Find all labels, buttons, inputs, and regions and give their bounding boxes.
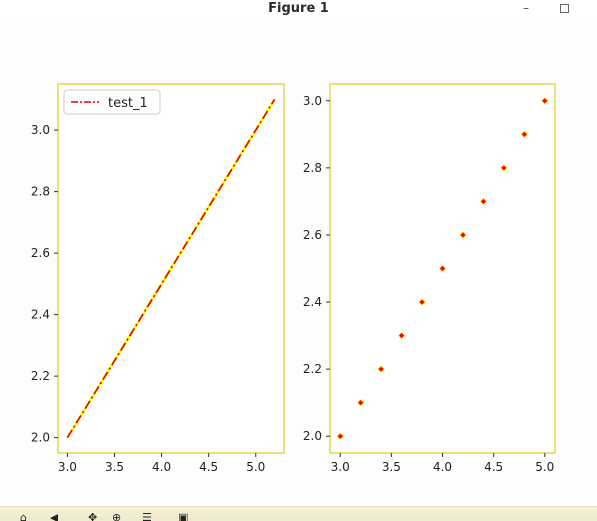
back-icon[interactable]: ◀ <box>50 513 59 521</box>
x-tick-label: 4.5 <box>199 460 218 474</box>
y-tick-label: 2.4 <box>303 295 322 309</box>
y-tick-label: 2.6 <box>303 228 322 242</box>
figure-canvas: 3.0 3.5 4.0 4.5 5.02.02.22.42.62.83.0test_13… <box>31 83 556 474</box>
y-tick-label: 2.8 <box>303 161 322 175</box>
zoom-icon[interactable]: ⊕ <box>112 513 122 521</box>
axes-1: 3.0 3.5 4.0 4.5 5.0 2.0 2.2 2.4 2.6 2.8 3.0 test_1 <box>31 83 285 474</box>
scatter-point <box>418 298 426 306</box>
scatter-point <box>479 197 488 206</box>
maximize-icon <box>559 4 569 13</box>
navigation-toolbar: ⌂ ◀ ✥ ⊕ ☰ ▣ <box>0 506 597 521</box>
scatter-point <box>520 130 529 139</box>
x-tick-label: 3.5 <box>382 460 401 474</box>
axes-2: 3.0 3.5 4.0 4.5 5.0 2.0 2.2 2.4 2.6 2.8 3.0 <box>303 83 556 474</box>
y-tick-label: 2.2 <box>303 362 322 376</box>
minimize-button[interactable]: – <box>518 1 534 16</box>
x-tick-label: 4.0 <box>152 460 171 474</box>
home-icon[interactable]: ⌂ <box>20 513 27 521</box>
x-tick-label: 5.0 <box>535 460 554 474</box>
y-tick-label: 3.0 <box>303 94 322 108</box>
window-title: Figure 1 <box>268 1 329 16</box>
scatter-point <box>336 432 344 440</box>
scatter-point <box>500 164 508 172</box>
legend-label: test_1 <box>108 96 148 111</box>
maximize-button[interactable] <box>556 1 572 16</box>
x-tick-label: 5.0 <box>246 460 265 474</box>
legend-box <box>63 89 161 115</box>
scatter-point <box>438 264 447 273</box>
x-tick-label: 4.5 <box>484 460 503 474</box>
y-tick-label: 3.0 <box>31 123 50 137</box>
y-tick-label: 2.6 <box>31 246 50 260</box>
y-tick-label: 2.2 <box>31 369 50 383</box>
y-tick-label: 2.0 <box>31 431 50 445</box>
pan-icon[interactable]: ✥ <box>88 513 98 521</box>
y-tick-label: 2.8 <box>31 185 50 199</box>
save-icon[interactable]: ▣ <box>178 513 189 521</box>
scatter-point <box>541 97 549 105</box>
scatter-point <box>459 231 467 239</box>
x-tick-label: 4.0 <box>433 460 452 474</box>
scatter-point <box>356 398 365 407</box>
minimize-icon: – <box>523 1 529 15</box>
x-tick-label: 3.5 <box>105 460 124 474</box>
configure-icon[interactable]: ☰ <box>142 513 152 521</box>
y-tick-label: 2.0 <box>303 429 322 443</box>
legend: test_1 <box>63 89 161 115</box>
x-tick-label: 3.0 <box>58 460 77 474</box>
title-bar: Figure 1 – <box>0 0 597 18</box>
scatter-point <box>397 331 406 340</box>
x-tick-label: 3.0 <box>331 460 350 474</box>
series-line-test_1 <box>66 98 276 439</box>
scatter-point <box>377 365 385 373</box>
y-tick-label: 2.4 <box>31 308 50 322</box>
